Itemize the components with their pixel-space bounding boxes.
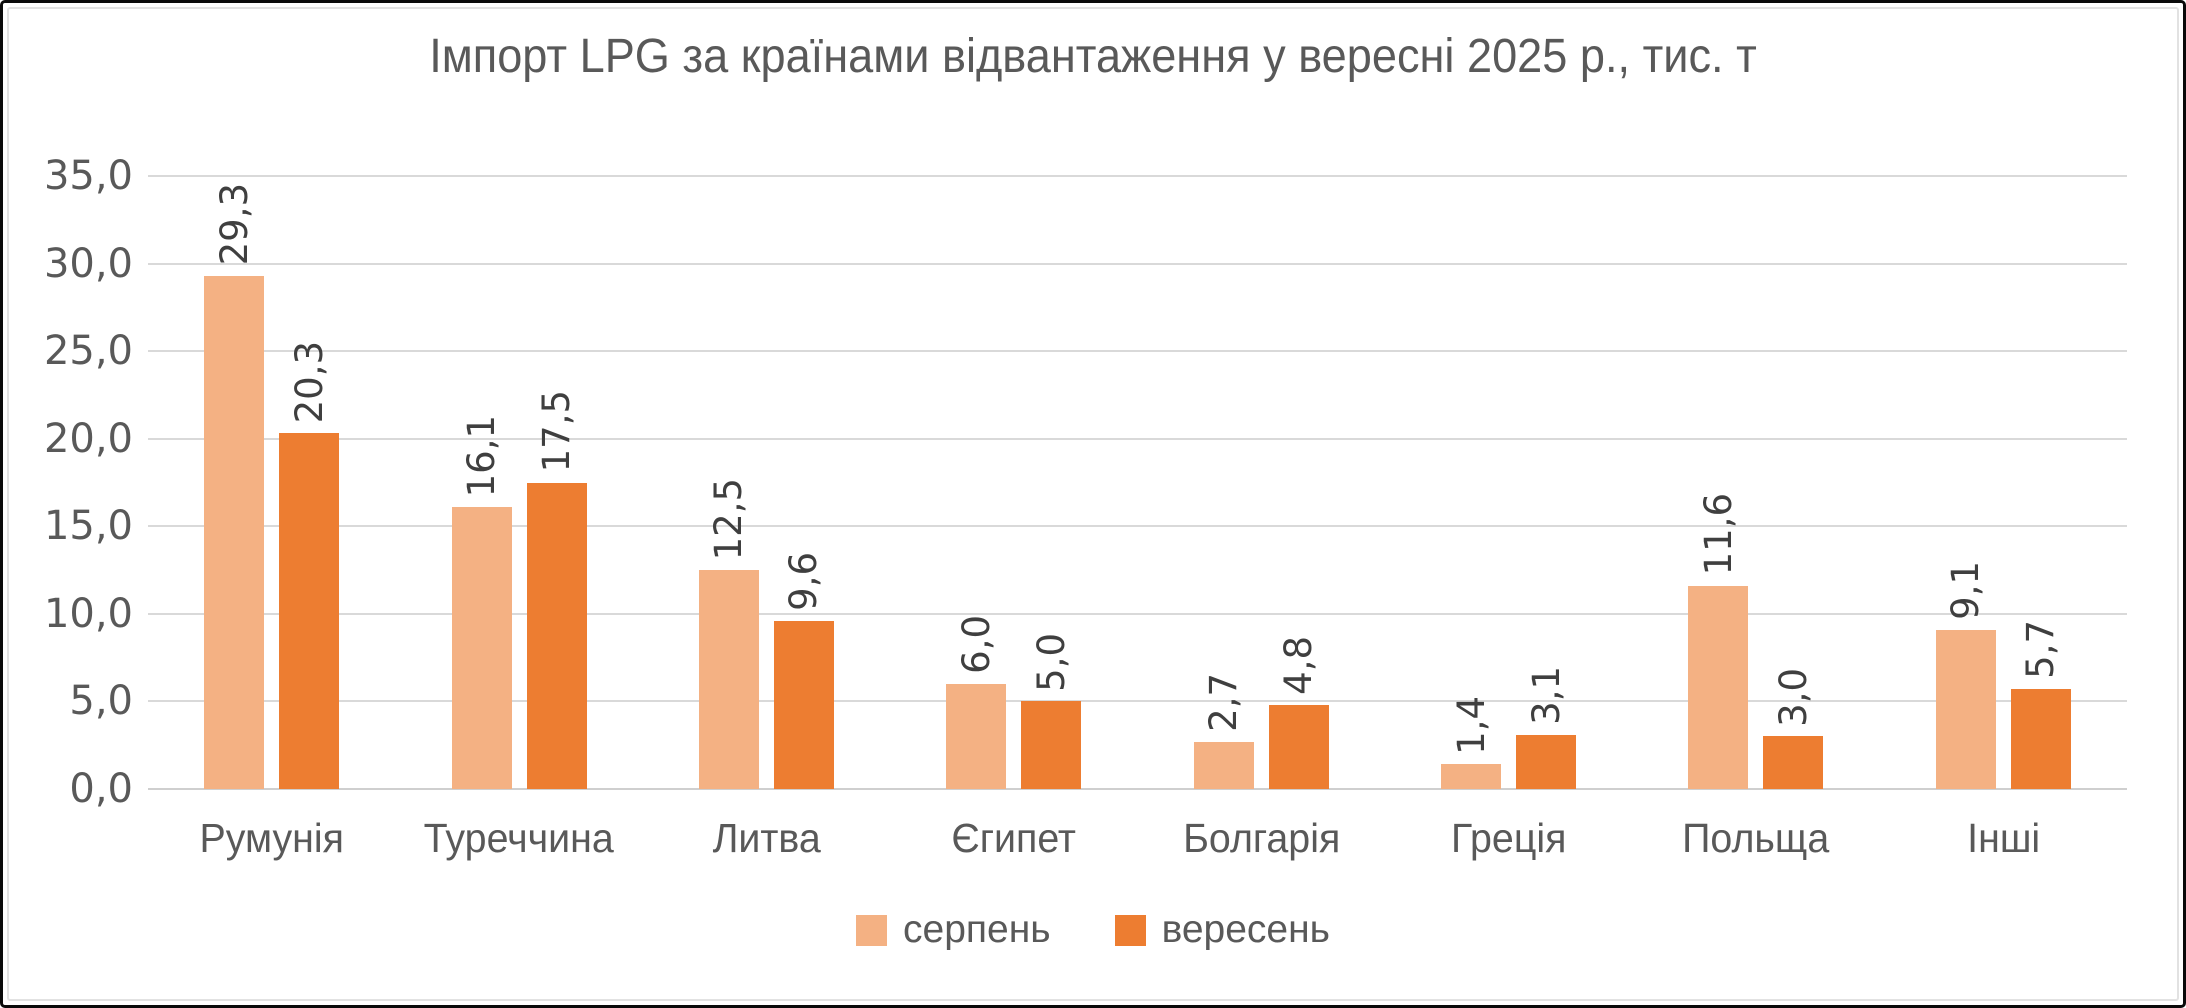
bar-вересень: 20,3 [279,341,340,789]
y-tick-label: 25,0 [43,328,133,375]
value-label-anchor: 11,6 [1688,493,1748,575]
value-label-anchor: 4,8 [1269,636,1329,695]
gridline [148,788,2127,790]
bar-серпень: 16,1 [451,415,512,789]
legend-label: вересень [1161,908,1330,951]
y-tick-label: 30,0 [43,240,133,287]
y-tick-label: 5,0 [69,678,133,725]
value-label: 3,0 [1771,667,1815,727]
category-label: Інші [1966,815,2040,861]
value-label: 17,5 [535,390,579,473]
x-axis-category-labels: Румунія Туреччина Литва Єгипет Болгарія Греці… [148,815,2127,875]
bar-вересень: 5,7 [2010,620,2071,789]
category-label: Туреччина [423,815,615,861]
bar-вересень: 5,0 [1021,633,1082,789]
value-label: 12,5 [707,477,751,561]
bar-вересень: 9,6 [773,552,834,789]
value-label-anchor: 20,3 [279,341,339,423]
bar-group-8: 9,1 5,7 [1880,176,2127,789]
value-label: 20,3 [287,341,331,424]
bar-group-5: 2,7 4,8 [1138,176,1385,789]
gridline [148,437,2127,440]
value-label-anchor: 3,0 [1763,668,1823,727]
value-label-anchor: 6,0 [946,615,1006,674]
gridline [148,525,2127,528]
value-label-anchor: 9,6 [774,552,834,611]
value-label-anchor: 1,4 [1441,696,1501,755]
value-label: 29,3 [212,183,256,266]
bar-group-6: 1,4 3,1 [1385,176,1632,789]
value-label: 3,1 [1524,665,1568,725]
category-label: Болгарія [1182,815,1340,861]
legend-swatch-icon [856,914,888,946]
bar-серпень: 6,0 [946,615,1007,789]
bar-серпень: 9,1 [1935,561,1996,789]
value-label: 4,8 [1277,636,1321,695]
value-label: 9,1 [1944,560,1988,620]
value-label: 2,7 [1202,672,1246,732]
bar-вересень: 3,1 [1516,666,1577,789]
y-tick-label: 15,0 [43,503,133,550]
bar-серпень: 1,4 [1441,696,1502,789]
category-label: Польща [1682,815,1830,861]
bar-вересень: 17,5 [526,390,587,789]
value-label-anchor: 9,1 [1936,561,1996,620]
bar-серпень: 2,7 [1193,673,1254,789]
value-label: 6,0 [954,615,998,674]
value-label-anchor: 17,5 [527,390,587,472]
value-label-anchor: 5,0 [1021,633,1081,692]
value-label-anchor: 16,1 [452,415,512,497]
value-label: 16,1 [460,414,504,498]
value-label-anchor: 12,5 [699,478,759,560]
value-label: 11,6 [1696,493,1740,576]
category-label: Литва [712,815,821,861]
y-tick-label: 20,0 [43,415,133,462]
plot-area: 29,3 20,3 16,1 17,5 12,5 9,6 6,0 5,0 2,7 4,8 1,4 3,… [148,175,2127,790]
value-label-anchor: 5,7 [2011,620,2071,679]
bar-group-2: 16,1 17,5 [395,176,642,789]
bar-вересень: 3,0 [1763,668,1824,789]
bars-layer: 29,3 20,3 16,1 17,5 12,5 9,6 6,0 5,0 2,7 4,8 1,4 3,… [148,176,2127,789]
y-tick-label: 35,0 [43,153,133,199]
bar-серпень: 11,6 [1688,493,1749,789]
value-label: 5,7 [2019,620,2063,680]
gridline [148,612,2127,615]
bar-серпень: 29,3 [204,183,265,789]
gridline [148,175,2127,177]
bar-group-7: 11,6 3,0 [1632,176,1879,789]
bar-серпень: 12,5 [698,478,759,789]
gridline [148,350,2127,353]
bar-group-4: 6,0 5,0 [890,176,1137,789]
category-label: Єгипет [951,815,1077,861]
gridline [148,262,2127,265]
value-label: 1,4 [1449,695,1493,755]
y-tick-label: 10,0 [43,590,133,637]
category-label: Греція [1450,815,1567,861]
value-label: 9,6 [782,552,826,611]
bar-group-3: 12,5 9,6 [643,176,890,789]
gridline [148,700,2127,703]
legend-item-серпень: серпень [856,908,1051,952]
legend-item-вересень: вересень [1114,908,1330,952]
value-label-anchor: 29,3 [204,183,264,265]
y-tick-label: 0,0 [69,766,133,812]
chart-title: Імпорт LPG за країнами відвантаження у в… [429,30,1757,83]
category-label: Румунія [199,815,344,861]
legend-label: серпень [903,908,1051,951]
bar-вересень: 4,8 [1268,636,1329,789]
value-label-anchor: 2,7 [1194,673,1254,732]
bar-group-1: 29,3 20,3 [148,176,395,789]
legend: серпень вересень [3,908,2183,952]
value-label-anchor: 3,1 [1516,666,1576,725]
legend-swatch-icon [1114,914,1146,946]
value-label: 5,0 [1029,632,1073,692]
